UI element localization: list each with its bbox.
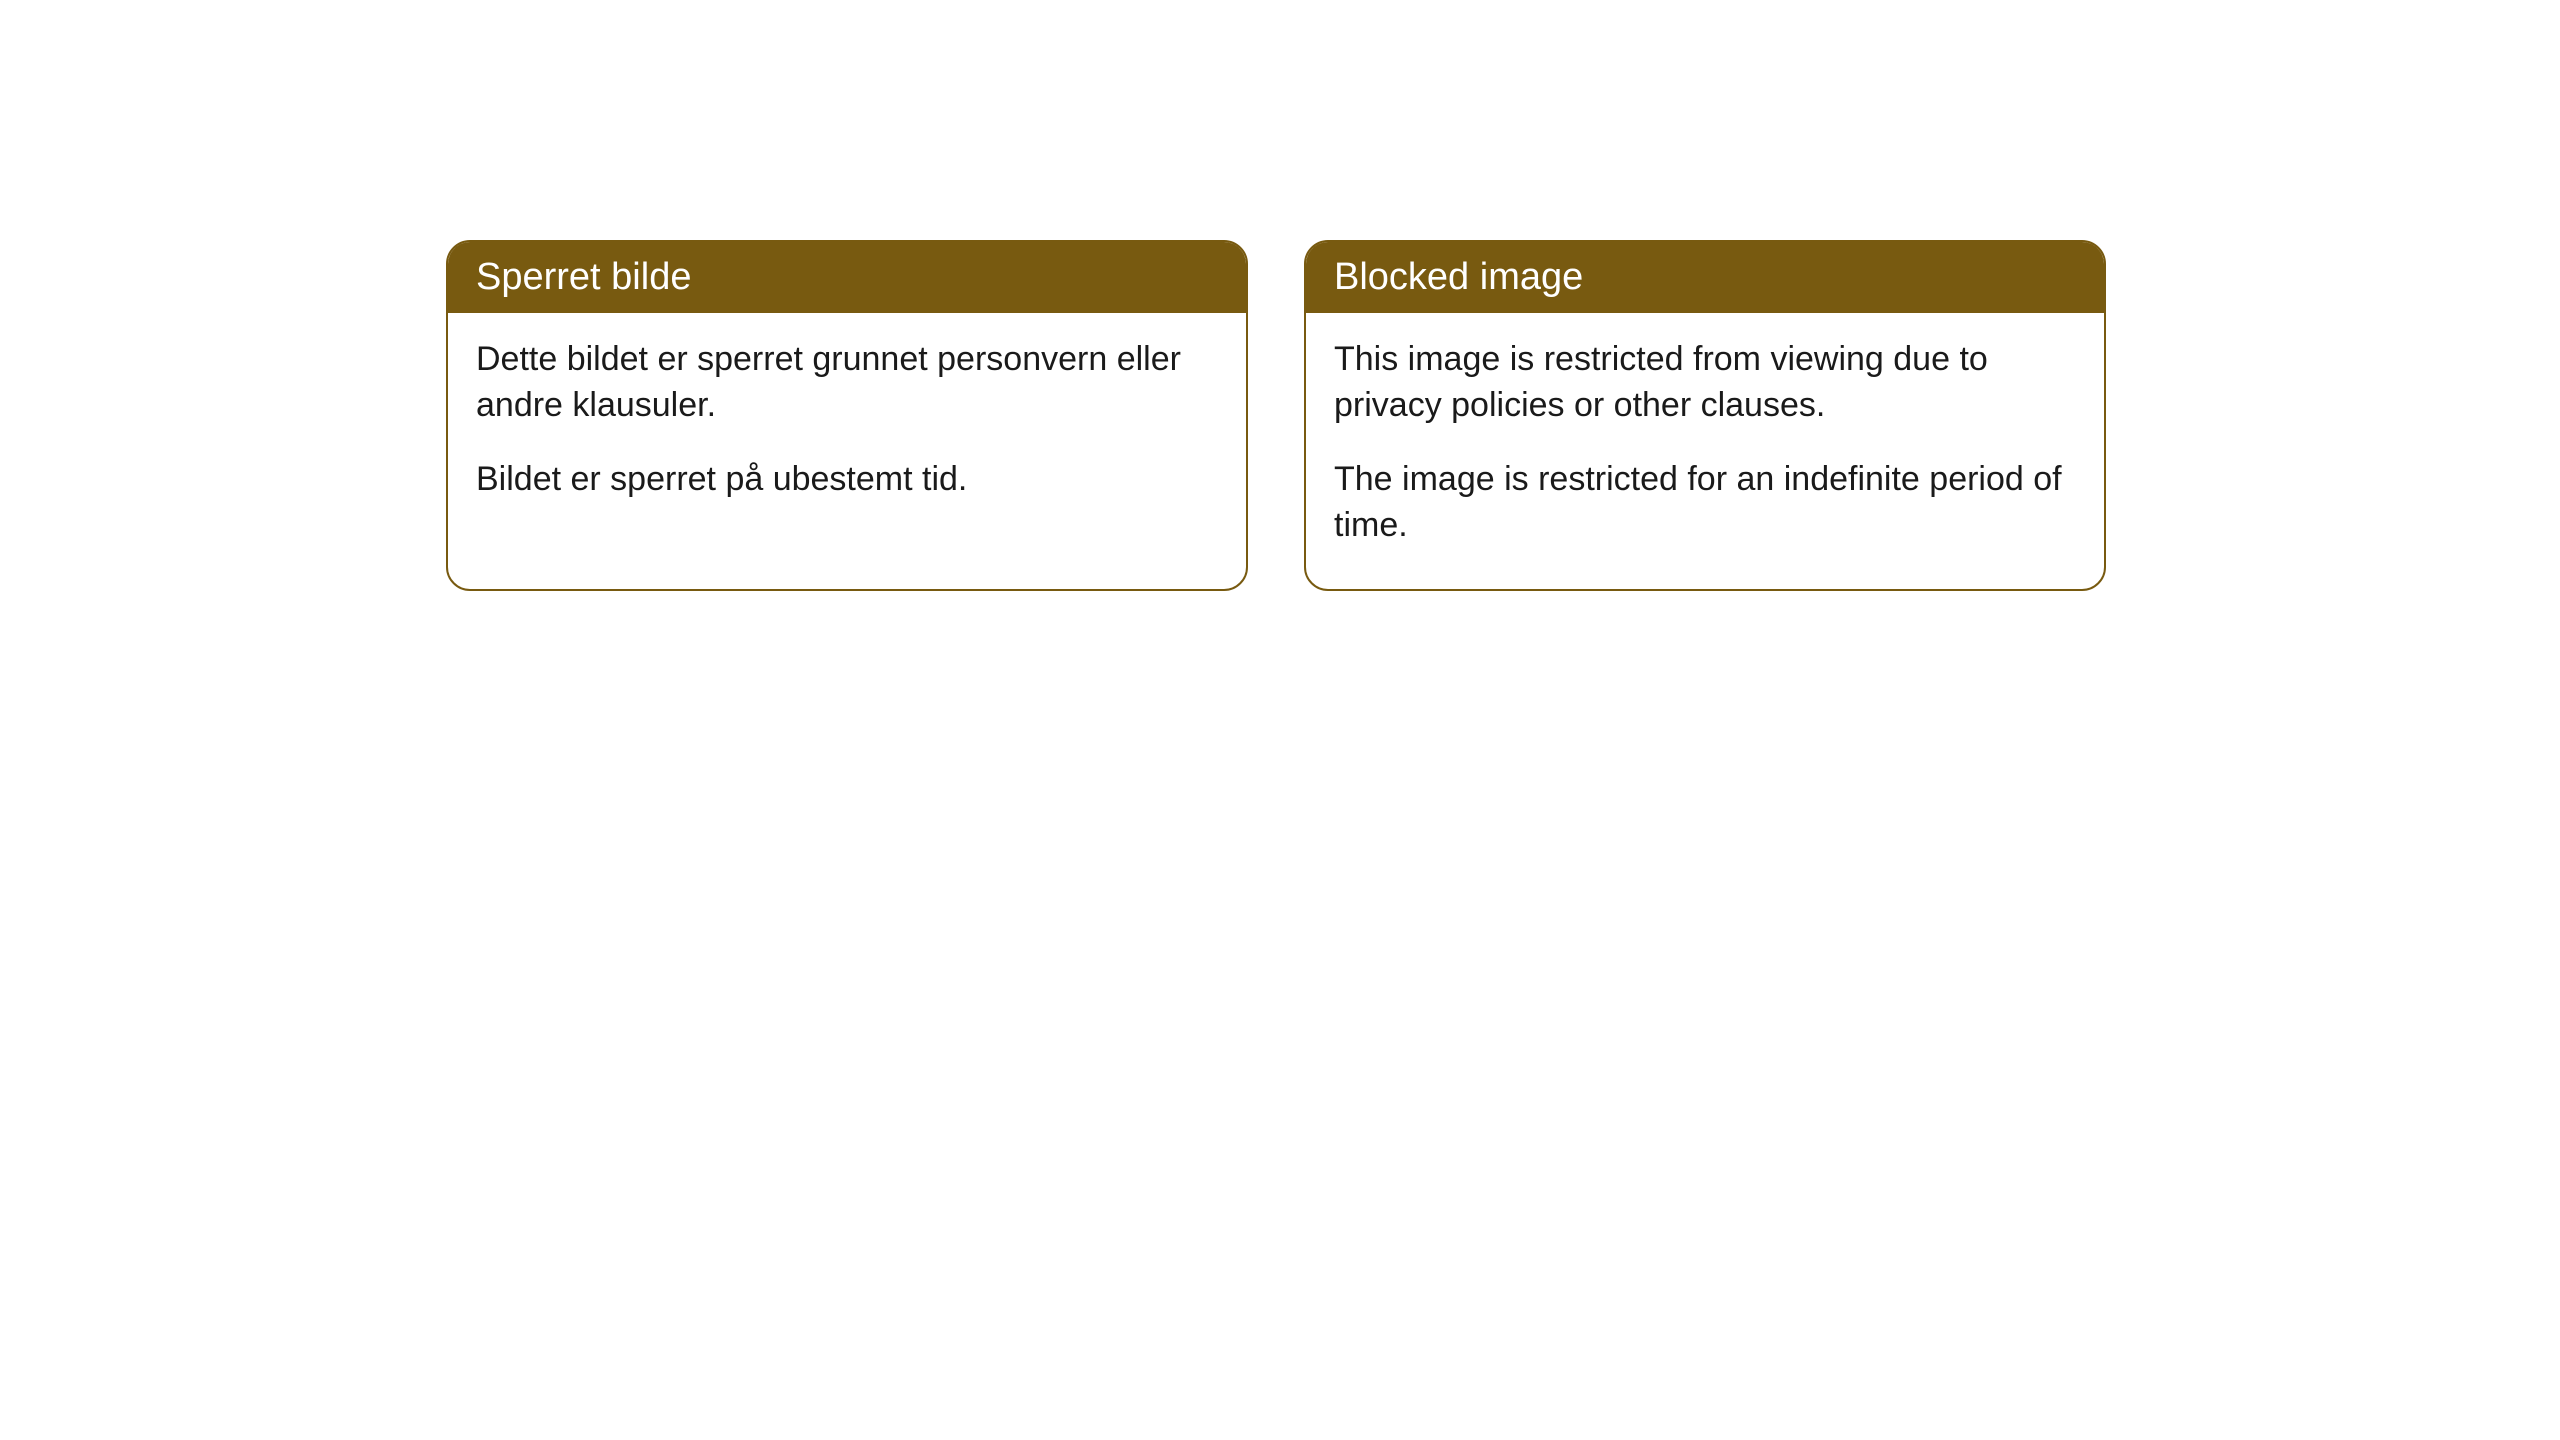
- card-body-english: This image is restricted from viewing du…: [1306, 313, 2104, 589]
- card-header-norwegian: Sperret bilde: [448, 242, 1246, 313]
- card-header-english: Blocked image: [1306, 242, 2104, 313]
- card-english: Blocked image This image is restricted f…: [1304, 240, 2106, 591]
- card-paragraph: This image is restricted from viewing du…: [1334, 337, 2076, 429]
- card-paragraph: The image is restricted for an indefinit…: [1334, 457, 2076, 549]
- card-paragraph: Bildet er sperret på ubestemt tid.: [476, 457, 1218, 503]
- card-title: Blocked image: [1334, 256, 1583, 298]
- cards-container: Sperret bilde Dette bildet er sperret gr…: [446, 240, 2106, 591]
- card-paragraph: Dette bildet er sperret grunnet personve…: [476, 337, 1218, 429]
- card-title: Sperret bilde: [476, 256, 691, 298]
- card-body-norwegian: Dette bildet er sperret grunnet personve…: [448, 313, 1246, 543]
- card-norwegian: Sperret bilde Dette bildet er sperret gr…: [446, 240, 1248, 591]
